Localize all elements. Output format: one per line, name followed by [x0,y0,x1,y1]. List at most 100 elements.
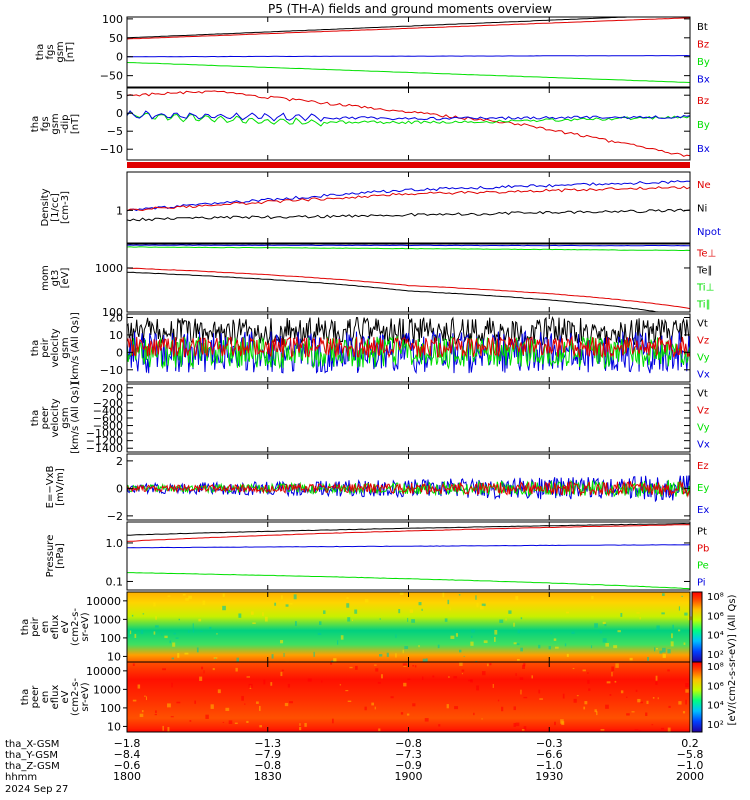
y-tick-label: 0.1 [106,575,124,588]
spectrogram-texture [455,633,459,637]
x-row-label: hhmm [5,772,37,783]
spectrogram-texture [225,707,230,711]
spectrogram-texture [617,630,621,633]
spectrogram-texture [294,621,297,626]
spectrogram-texture [515,722,520,727]
spectrogram-texture [520,689,522,695]
spectrogram-texture [424,718,429,722]
spectrogram-texture [620,690,624,694]
spectrogram-texture [640,701,643,704]
spectrogram-texture [176,701,181,704]
spectrogram-texture [453,676,458,679]
y-axis-label-line: tha [30,410,41,426]
spectrogram-texture [461,669,465,672]
spectrogram-texture [681,595,683,597]
x-row-value: −6.6 [536,748,563,761]
spectrogram-texture [400,712,404,715]
series-red-line [126,480,691,498]
colorbar: 10⁸10⁶10⁴10²10⁸10⁶10⁴10²[eV/(cm2-s-sr-eV… [691,591,738,733]
spectrogram-texture [407,678,411,680]
series-pe-line [127,572,691,590]
spectrogram-texture [161,633,163,636]
y-axis-label-line: E=−VxB [45,466,56,509]
spectrogram-texture [438,724,441,727]
spectrogram-texture [454,706,459,710]
y-axis-label-line: (cm2-s- [70,678,81,716]
legend-0: Bz [697,96,709,107]
spectrogram-texture [347,700,352,702]
spectrogram-texture [685,682,689,688]
y-tick-label: −1200 [86,435,123,448]
spectrogram-texture [513,723,516,728]
y-axis-label-line: [1/cc] [50,193,61,222]
x-row-value: 1800 [113,770,141,783]
legend-1: Vz [697,336,709,347]
y-axis-label-line: velocity [50,328,61,367]
y-axis-label-line: peir [30,616,41,636]
spectrogram-texture [331,718,334,724]
y-tick-label: 0 [116,389,123,402]
x-row-value: 2000 [676,770,704,783]
spectrogram-texture [516,643,520,646]
spectrogram-texture [246,676,251,678]
spectrogram-texture [523,696,528,699]
spectrogram-texture [594,709,597,713]
series-te∥-line [126,267,691,310]
spectrogram-texture [515,673,517,676]
spectrogram-texture [562,693,565,699]
spectrogram-texture [128,634,130,638]
spectrogram-texture [538,689,541,694]
x-row-value: −5.8 [677,748,704,761]
spectrogram-texture [414,665,417,668]
spectrogram-texture [566,653,569,657]
panel-frame [126,87,691,161]
spectrogram-texture [188,595,192,599]
spectrogram-texture [395,634,397,639]
spectrogram-texture [654,647,656,652]
spectrogram-texture [217,689,221,694]
spectrogram-texture [605,643,609,647]
legend-2: Ex [697,505,709,516]
x-row-value: −7.3 [395,748,422,761]
spectrogram-texture [319,621,322,625]
spectrogram-texture [656,625,660,630]
x-row-label: tha_Y-GSM [5,750,58,761]
spectrogram-texture [659,650,663,654]
y-axis-label-line: (cm2-s- [70,608,81,646]
colorbar-tick: 10⁴ [707,701,724,712]
spectrogram-texture [378,728,381,732]
y-tick-label: 200 [102,382,123,395]
spectrogram-texture [399,592,404,596]
series-bx-line [126,110,691,122]
spectrogram-texture [246,720,249,724]
legend-1: Ey [697,483,709,494]
spectrogram-texture [662,647,666,653]
y-axis-label-line: eflux [50,685,61,710]
spectrogram-texture [604,623,607,627]
spectrogram-texture [637,698,641,703]
legend-0: Ez [697,461,709,472]
spectrogram-texture [154,625,159,628]
spectrogram-texture [437,644,440,649]
spectrogram-texture [520,647,523,652]
spectrogram-texture [492,683,494,688]
spectrogram-texture [638,730,642,732]
series-pt-line [126,522,691,536]
spectrogram-texture [280,671,283,677]
series-ne-line [126,185,691,212]
spectrogram-texture [605,704,609,709]
x-row-value: −1.8 [114,737,141,750]
x-row-value: 1930 [535,770,563,783]
spectrogram-texture [519,677,524,680]
y-tick-label: −400 [93,404,123,417]
spectrogram-texture [411,619,416,623]
spectrogram-texture [244,703,246,705]
y-tick-label: 100 [100,702,121,715]
spectrogram-texture [668,705,671,708]
spectrogram-texture [235,667,238,672]
y-tick-label: −10 [100,364,123,377]
spectrogram-texture [354,609,358,614]
panel-3: 1 Ne Ni Npot Density[1/cc][cm-3] [40,171,721,244]
spectrogram-texture [162,668,167,671]
